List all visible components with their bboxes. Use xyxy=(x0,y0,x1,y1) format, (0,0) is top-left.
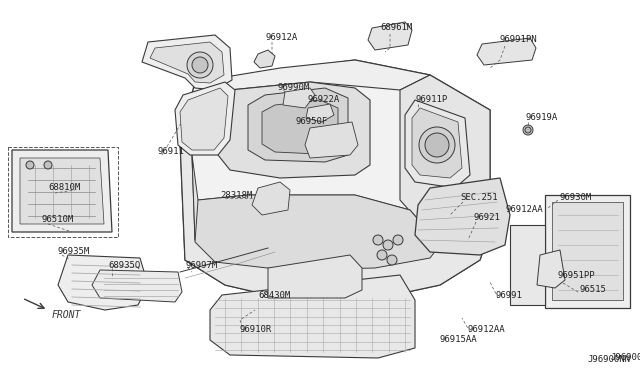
Polygon shape xyxy=(368,22,412,50)
Text: 96935M: 96935M xyxy=(57,247,89,257)
Text: 96922A: 96922A xyxy=(307,96,339,105)
Circle shape xyxy=(419,127,455,163)
Text: 96910R: 96910R xyxy=(240,326,272,334)
Circle shape xyxy=(44,161,52,169)
Text: 96921: 96921 xyxy=(473,214,500,222)
Text: SEC.251: SEC.251 xyxy=(460,193,498,202)
Polygon shape xyxy=(552,202,623,300)
Polygon shape xyxy=(180,140,490,300)
Polygon shape xyxy=(412,108,462,178)
Text: 96991: 96991 xyxy=(496,291,523,299)
Polygon shape xyxy=(12,150,112,232)
Polygon shape xyxy=(180,60,490,300)
Text: 96930M: 96930M xyxy=(560,193,592,202)
Text: J96900NN: J96900NN xyxy=(587,356,630,365)
Text: 96991PN: 96991PN xyxy=(500,35,538,45)
Polygon shape xyxy=(210,275,415,358)
Polygon shape xyxy=(305,122,358,158)
Text: 96951PP: 96951PP xyxy=(558,270,596,279)
Polygon shape xyxy=(192,155,440,270)
Polygon shape xyxy=(405,100,470,188)
Polygon shape xyxy=(252,182,290,215)
Polygon shape xyxy=(262,100,338,154)
Text: 96911: 96911 xyxy=(157,148,184,157)
Text: J96900NN: J96900NN xyxy=(610,353,640,362)
Text: 96915AA: 96915AA xyxy=(440,336,477,344)
Polygon shape xyxy=(477,38,536,65)
Circle shape xyxy=(393,235,403,245)
Polygon shape xyxy=(510,225,545,305)
Text: 96515: 96515 xyxy=(580,285,607,295)
Polygon shape xyxy=(92,270,182,302)
Text: 68430M: 68430M xyxy=(258,291,291,299)
Polygon shape xyxy=(58,255,148,310)
Polygon shape xyxy=(175,82,235,155)
Polygon shape xyxy=(142,35,232,90)
Text: 96912A: 96912A xyxy=(265,33,297,42)
Bar xyxy=(8,147,118,237)
Circle shape xyxy=(523,125,533,135)
Polygon shape xyxy=(545,195,630,308)
Polygon shape xyxy=(218,82,370,178)
Text: 68961M: 68961M xyxy=(380,23,412,32)
Polygon shape xyxy=(254,50,275,68)
Polygon shape xyxy=(20,158,104,224)
Polygon shape xyxy=(150,42,224,83)
Text: 96912AA: 96912AA xyxy=(506,205,543,215)
Circle shape xyxy=(525,127,531,133)
Circle shape xyxy=(26,161,34,169)
Polygon shape xyxy=(283,88,315,108)
Polygon shape xyxy=(537,250,565,288)
Text: 96911P: 96911P xyxy=(415,96,447,105)
Polygon shape xyxy=(400,75,490,245)
Text: 96997M: 96997M xyxy=(185,260,217,269)
Text: 28318M: 28318M xyxy=(220,190,252,199)
Text: 68935Q: 68935Q xyxy=(108,260,140,269)
Text: FRONT: FRONT xyxy=(52,310,81,320)
Polygon shape xyxy=(195,60,430,90)
Polygon shape xyxy=(180,88,228,150)
Text: 96950F: 96950F xyxy=(295,118,327,126)
Circle shape xyxy=(377,250,387,260)
Circle shape xyxy=(192,57,208,73)
Polygon shape xyxy=(248,88,348,162)
Text: 96919A: 96919A xyxy=(525,113,557,122)
Text: 96912AA: 96912AA xyxy=(468,326,506,334)
Polygon shape xyxy=(195,195,440,270)
Polygon shape xyxy=(415,178,510,255)
Text: 96510M: 96510M xyxy=(42,215,74,224)
Polygon shape xyxy=(306,104,334,122)
Circle shape xyxy=(373,235,383,245)
Polygon shape xyxy=(268,255,362,298)
Circle shape xyxy=(187,52,213,78)
Text: 96990M: 96990M xyxy=(278,83,310,92)
Text: 68810M: 68810M xyxy=(48,183,80,192)
Circle shape xyxy=(425,133,449,157)
Circle shape xyxy=(387,255,397,265)
Circle shape xyxy=(383,240,393,250)
